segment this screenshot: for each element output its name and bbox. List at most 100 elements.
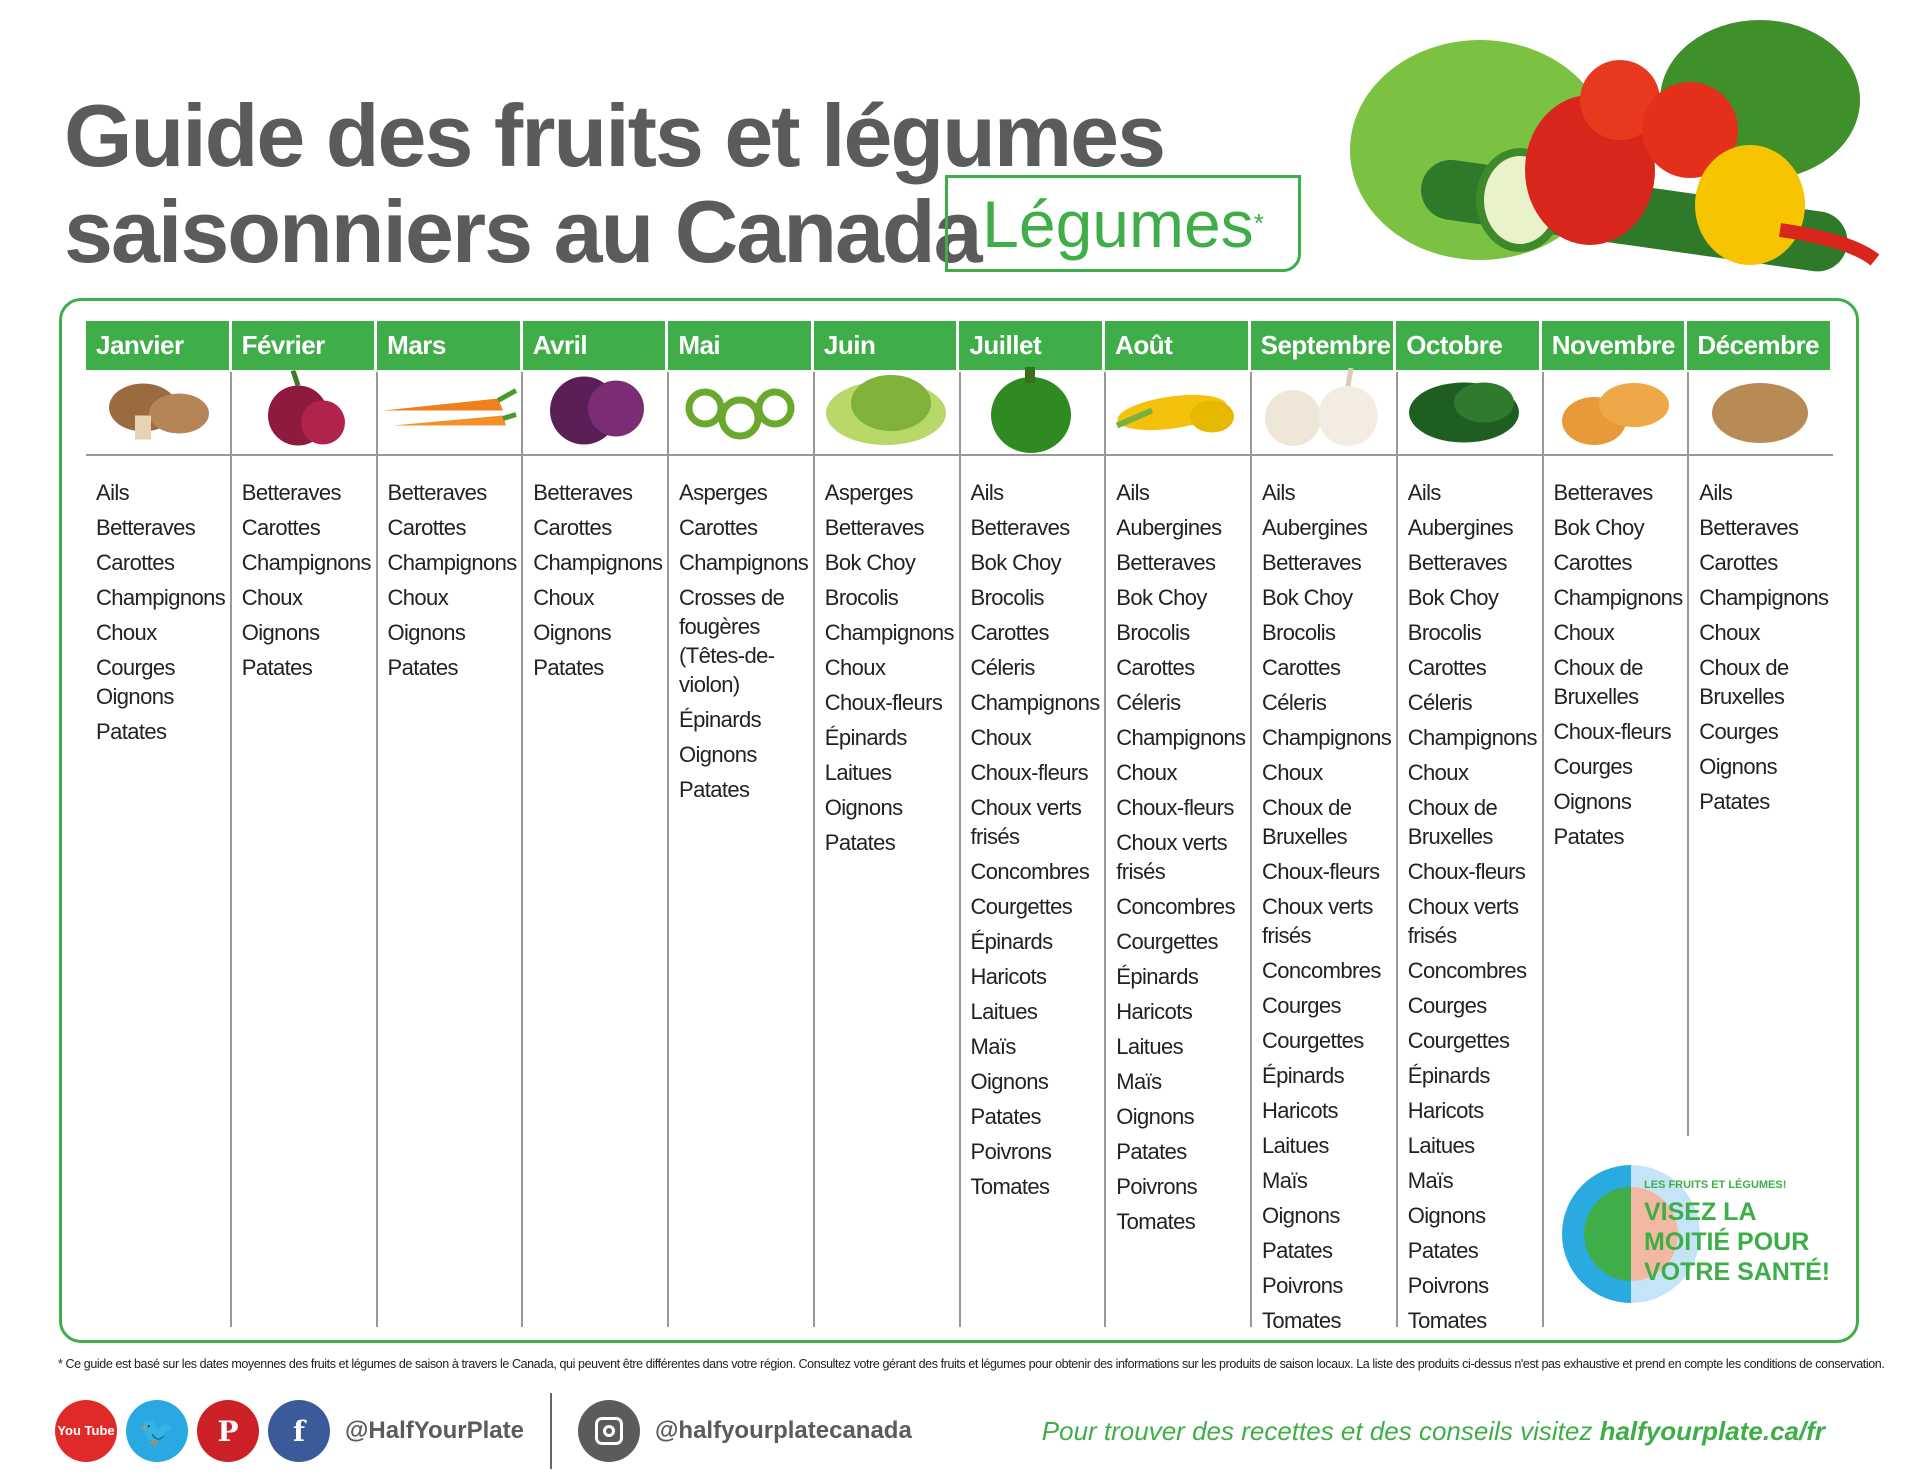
vegetable-list: Ails Aubergines Betteraves Bok Choy Brocolis…	[1252, 456, 1396, 1335]
vegetable-item: Choux	[824, 655, 886, 680]
vegetable-item: Choux	[387, 585, 449, 610]
vegetable-item: Oignons	[824, 795, 903, 820]
vegetable-item: Betteraves	[387, 480, 488, 505]
vegetable-item: Choux	[1553, 620, 1615, 645]
vegetable-item: Épinards	[679, 707, 762, 732]
vegetable-item: Champignons	[679, 550, 809, 575]
month-header-row: Janvier Février Mars Avril Mai Juin Juillet Aoû…	[86, 321, 1833, 370]
vegetable-item: Choux-fleurs	[824, 690, 943, 715]
category-badge: Légumes *	[945, 175, 1301, 272]
month-column: Ails Betteraves Carottes Champignons Choux Ch…	[1687, 372, 1833, 1136]
vegetable-item: Carottes	[1699, 550, 1778, 575]
month-column: Ails Betteraves Bok Choy Brocolis Carottes Cé…	[958, 367, 1105, 1327]
vegetables-illustration	[1350, 20, 1880, 272]
vegetable-item: Brocolis	[1407, 620, 1482, 645]
instagram-handle[interactable]: @halfyourplatecanada	[655, 1417, 912, 1444]
vegetable-item: Carottes	[1262, 655, 1341, 680]
vegetable-item: Ails	[1262, 480, 1296, 505]
vegetable-item: Céleris	[1116, 690, 1181, 715]
tagline-text: Pour trouver des recettes et des conseil…	[1041, 1415, 1600, 1446]
vegetable-item: Courges	[1262, 993, 1342, 1018]
vegetable-item: Poivrons	[1116, 1174, 1198, 1199]
month-header-3: Avril	[522, 321, 669, 370]
vegetable-item: Carottes	[241, 515, 321, 540]
pinterest-icon[interactable]: P	[197, 1400, 259, 1462]
vegetable-item: Choux-fleurs	[970, 760, 1089, 785]
squash-icon	[1554, 373, 1674, 453]
youtube-icon[interactable]: You Tube	[55, 1400, 117, 1462]
vegetable-item: Concombres	[1262, 958, 1381, 983]
vegetable-item: Oignons	[387, 620, 466, 645]
vegetable-item: Choux verts frisés	[970, 795, 1082, 849]
badge-asterisk: *	[1253, 208, 1264, 238]
social-bar: You Tube 🐦 P f @HalfYourPlate @halfyourp…	[55, 1393, 1865, 1469]
vegetable-item: Bok Choy	[970, 550, 1062, 575]
month-header-0: Janvier	[86, 321, 232, 370]
vegetable-item: Oignons	[1116, 1104, 1194, 1129]
vegetable-list: Ails Aubergines Betteraves Bok Choy Brocolis…	[1398, 456, 1542, 1335]
vegetable-item: Betteraves	[1553, 480, 1654, 505]
instagram-icon[interactable]	[578, 1400, 640, 1462]
vegetable-item: Choux	[970, 725, 1032, 750]
vegetable-item: Choux	[96, 620, 157, 645]
vegetable-item: Champignons	[533, 550, 663, 575]
vegetable-item: Poivrons	[970, 1139, 1052, 1164]
vegetable-item: Concombres	[1407, 958, 1527, 983]
vegetable-item: Betteraves	[970, 515, 1071, 540]
vegetable-photo	[375, 372, 522, 456]
vegetable-item: Patates	[387, 655, 459, 680]
vegetable-item: Patates	[96, 719, 167, 744]
vegetable-item: Ails	[1116, 480, 1150, 505]
facebook-icon[interactable]: f	[268, 1400, 330, 1462]
vegetable-item: Asperges	[679, 480, 768, 505]
vegetable-item: Choux verts frisés	[1116, 830, 1228, 884]
vegetable-item: Choux	[241, 585, 303, 610]
vegetable-item: Champignons	[96, 585, 226, 610]
vegetable-item: Courges	[1553, 754, 1634, 779]
garlic-icon	[1253, 367, 1393, 458]
month-header-9: Octobre	[1396, 321, 1542, 370]
twitter-icon[interactable]: 🐦	[126, 1400, 188, 1462]
vegetable-photo	[958, 367, 1105, 456]
social-handle[interactable]: @HalfYourPlate	[345, 1417, 524, 1444]
vegetable-item: Champignons	[1553, 585, 1684, 610]
vegetable-item: Épinards	[970, 929, 1054, 954]
vegetable-item: Tomates	[1262, 1308, 1342, 1333]
vegetable-item: Champignons	[1407, 725, 1538, 750]
month-header-6: Juillet	[959, 321, 1106, 370]
lettuce-icon	[821, 368, 951, 458]
month-column: Ails Aubergines Betteraves Bok Choy Brocolis…	[1250, 367, 1396, 1333]
month-header-8: Septembre	[1250, 321, 1397, 370]
vegetable-item: Ails	[1699, 480, 1733, 505]
vegetable-photo	[1104, 372, 1250, 456]
vegetable-item: Bok Choy	[824, 550, 916, 575]
vegetable-item: Courgettes	[970, 894, 1073, 919]
vegetable-item: Choux	[533, 585, 594, 610]
corn-icon	[1112, 381, 1242, 446]
month-column: Ails Aubergines Betteraves Bok Choy Brocolis…	[1395, 372, 1542, 1333]
vegetable-item: Choux-fleurs	[1553, 719, 1672, 744]
vegetable-item: Concombres	[1116, 894, 1235, 919]
vegetable-item: Patates	[533, 655, 604, 680]
vegetable-photo	[86, 372, 230, 456]
vegetable-item: Champignons	[1262, 725, 1392, 750]
vegetable-item: Courgettes	[1407, 1028, 1510, 1053]
vegetable-item: Céleris	[970, 655, 1036, 680]
vegetable-list: Ails Betteraves Carottes Champignons Choux Co…	[86, 456, 230, 746]
vegetable-item: Betteraves	[1699, 515, 1799, 540]
vegetable-item: Choux	[1116, 760, 1177, 785]
vegetable-item: Courges Oignons	[96, 655, 176, 709]
vegetable-item: Patates	[679, 777, 750, 802]
vegetable-list: Betteraves Carottes Champignons Choux Oignon…	[523, 456, 667, 682]
vegetable-item: Courgettes	[1262, 1028, 1364, 1053]
footnote: * Ce guide est basé sur les dates moyenn…	[58, 1357, 1885, 1371]
vegetable-item: Oignons	[1553, 789, 1632, 814]
month-column: Betteraves Bok Choy Carottes Champignons Cho…	[1541, 372, 1688, 1327]
vegetable-item: Oignons	[970, 1069, 1049, 1094]
website-link[interactable]: halfyourplate.ca/fr	[1599, 1415, 1825, 1446]
month-header-11: Décembre	[1687, 321, 1833, 370]
vegetable-photo	[1687, 372, 1833, 456]
vegetable-photo	[667, 372, 813, 456]
vegetable-item: Choux	[1262, 760, 1323, 785]
vegetable-item: Maïs	[970, 1034, 1017, 1059]
